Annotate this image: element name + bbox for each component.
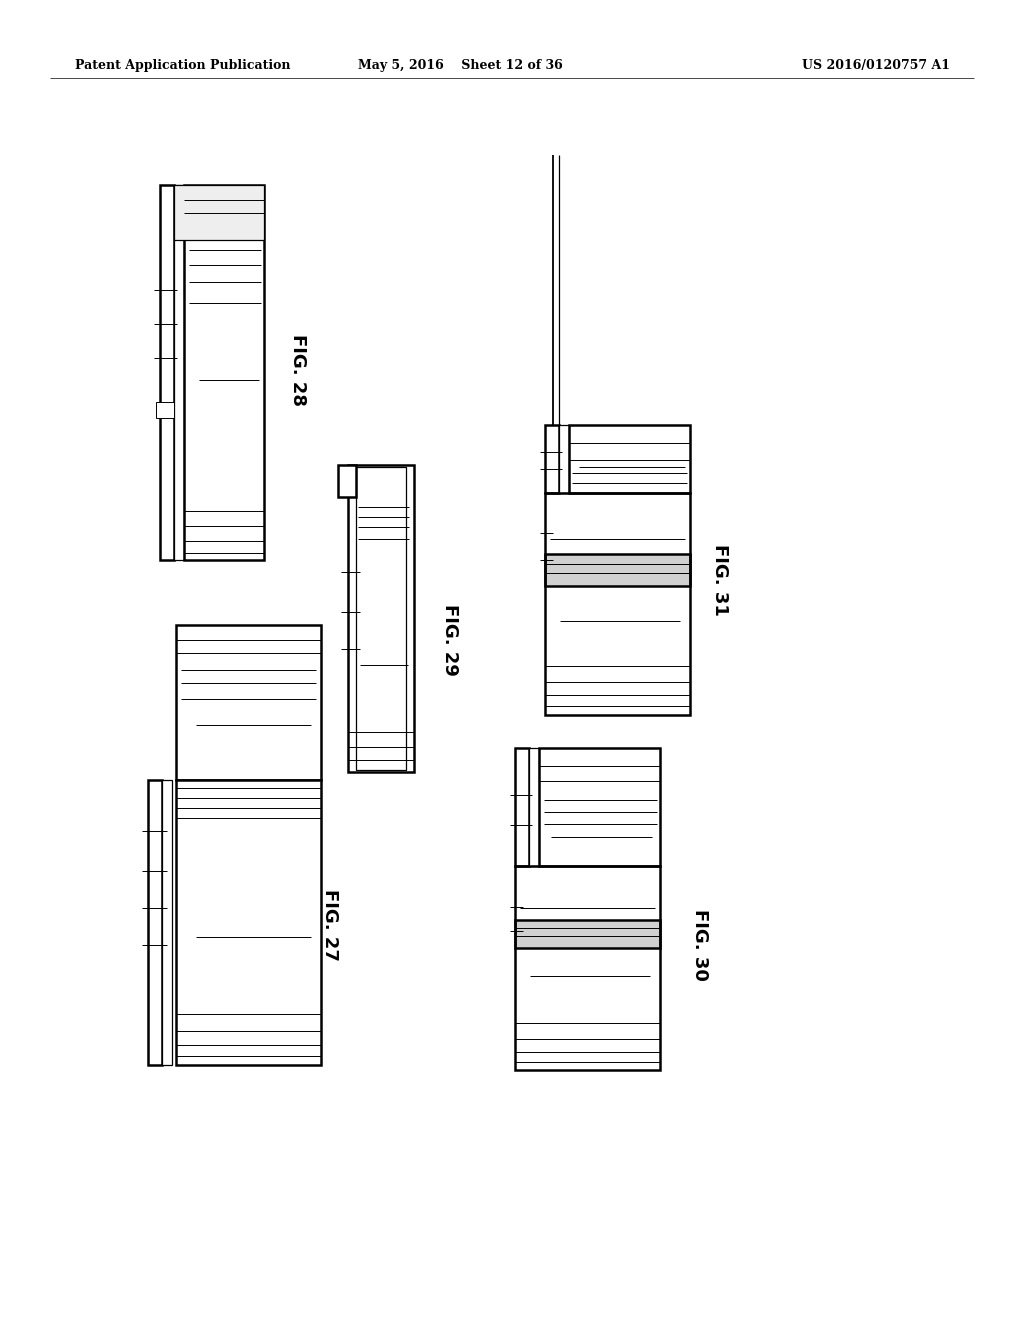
Bar	[160, 185, 174, 560]
Bar	[176, 624, 321, 780]
Bar	[545, 425, 559, 492]
Bar	[174, 185, 264, 240]
Bar	[529, 748, 539, 866]
Text: FIG. 28: FIG. 28	[289, 334, 307, 407]
Bar	[148, 780, 162, 1065]
Bar	[338, 465, 356, 498]
Bar	[515, 920, 660, 948]
Bar	[515, 748, 529, 866]
Bar	[162, 780, 172, 1065]
Bar	[348, 465, 414, 772]
Bar	[156, 401, 174, 417]
Bar	[184, 185, 264, 560]
Bar	[569, 425, 690, 492]
Text: Patent Application Publication: Patent Application Publication	[75, 58, 291, 71]
Text: FIG. 27: FIG. 27	[321, 890, 339, 961]
Bar	[515, 866, 660, 1071]
Bar	[559, 425, 569, 492]
Bar	[539, 748, 660, 866]
Bar	[356, 467, 406, 770]
Bar	[176, 780, 321, 1065]
Text: US 2016/0120757 A1: US 2016/0120757 A1	[802, 58, 950, 71]
Text: FIG. 31: FIG. 31	[711, 544, 729, 616]
Bar	[174, 185, 184, 560]
Bar	[545, 554, 690, 586]
Text: FIG. 30: FIG. 30	[691, 909, 709, 981]
Text: FIG. 29: FIG. 29	[441, 605, 459, 676]
Text: May 5, 2016    Sheet 12 of 36: May 5, 2016 Sheet 12 of 36	[357, 58, 562, 71]
Bar	[545, 492, 690, 715]
